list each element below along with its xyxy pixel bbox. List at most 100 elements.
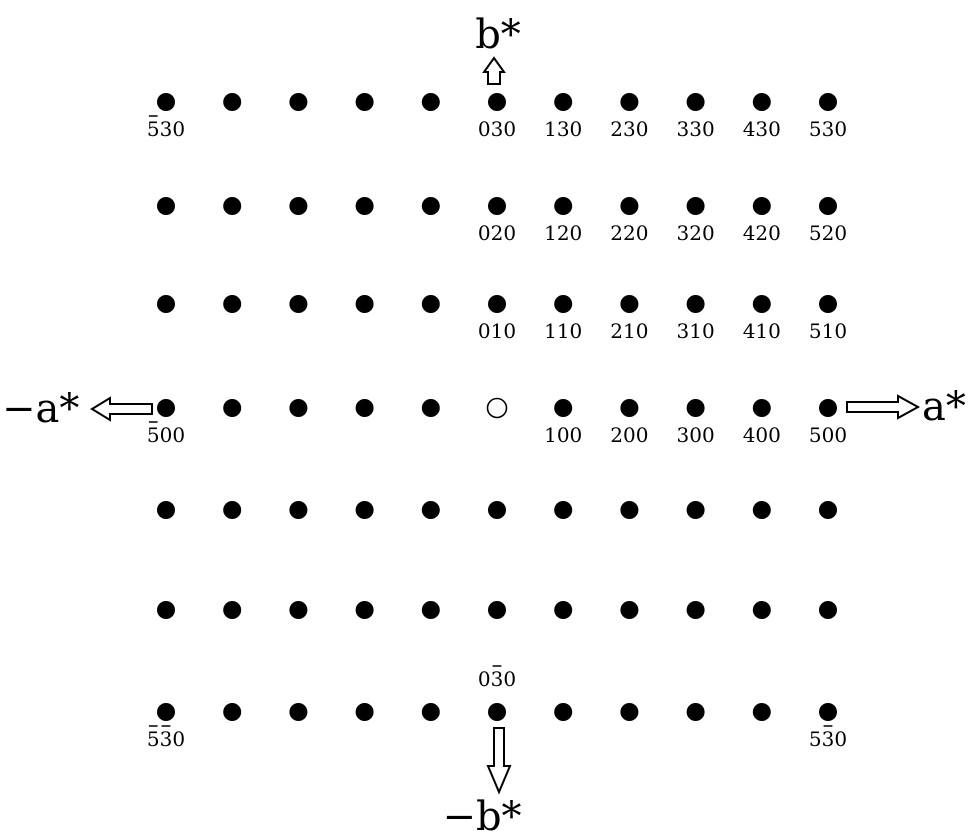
lattice-spot <box>620 601 639 619</box>
spot-labels: 530 030 130 230 330 430 530 020 120 220 320 420 520 0… <box>147 115 847 751</box>
spot-label: 530 <box>147 117 185 141</box>
lattice-spot <box>157 501 175 519</box>
spot-label: 030 <box>478 667 516 691</box>
lattice-spot <box>819 601 837 619</box>
lattice-spot <box>620 399 639 417</box>
lattice-spot <box>223 703 242 721</box>
lattice-spot <box>289 601 308 619</box>
spot-label: 210 <box>610 319 648 343</box>
lattice-spot <box>620 93 639 111</box>
lattice-spot <box>620 703 639 721</box>
lattice-spot <box>355 399 374 417</box>
lattice-spot <box>289 703 308 721</box>
spot-label: 330 <box>677 117 715 141</box>
lattice-spot <box>421 703 440 721</box>
lattice-spot <box>752 601 771 619</box>
lattice-spot <box>488 501 506 519</box>
lattice-spot <box>819 93 837 111</box>
lattice-spot <box>686 501 705 519</box>
lattice-spot <box>223 197 242 215</box>
neg-b-star-arrow: −b* <box>442 727 522 840</box>
lattice-spot <box>752 93 771 111</box>
lattice-spot <box>488 93 506 111</box>
lattice-spot <box>289 399 308 417</box>
lattice-spot <box>554 501 573 519</box>
spot-label: 200 <box>610 423 648 447</box>
spot-label: 020 <box>478 221 516 245</box>
lattice-spot <box>355 295 374 313</box>
spot-label: 430 <box>743 117 781 141</box>
spot-label: 410 <box>743 319 781 343</box>
lattice-spot <box>554 197 573 215</box>
lattice-spot <box>554 295 573 313</box>
lattice-spot <box>686 399 705 417</box>
b-star-label: b* <box>475 12 521 58</box>
spot-label: 530 <box>809 727 847 751</box>
lattice-spot <box>686 295 705 313</box>
a-star-arrow: a* <box>846 384 966 430</box>
lattice-spot <box>355 93 374 111</box>
spot-label: 520 <box>809 221 847 245</box>
lattice-spot <box>488 295 506 313</box>
lattice-spot <box>752 501 771 519</box>
lattice-spot <box>686 197 705 215</box>
spot-label: 400 <box>743 423 781 447</box>
lattice-spot <box>157 399 175 417</box>
lattice-spot <box>554 399 573 417</box>
lattice-spot <box>223 601 242 619</box>
spot-label: 010 <box>478 319 516 343</box>
lattice-spot <box>289 501 308 519</box>
lattice-spot <box>819 399 837 417</box>
spot-label: 500 <box>147 423 185 447</box>
spot-label: 310 <box>677 319 715 343</box>
lattice-spot <box>421 501 440 519</box>
lattice-spot <box>157 601 175 619</box>
lattice-spot <box>819 197 837 215</box>
lattice-spot <box>223 295 242 313</box>
lattice-spot <box>421 197 440 215</box>
neg-a-star-label: −a* <box>2 386 79 432</box>
lattice-spot <box>355 601 374 619</box>
lattice-spot <box>819 703 837 721</box>
origin-spot <box>486 397 508 419</box>
spot-label: 530 <box>147 727 185 751</box>
spot-label: 230 <box>610 117 648 141</box>
lattice-spot <box>554 601 573 619</box>
spot-label: 100 <box>544 423 582 447</box>
lattice-spot <box>421 295 440 313</box>
lattice-spot <box>752 295 771 313</box>
lattice-spot <box>289 295 308 313</box>
lattice-spot <box>819 501 837 519</box>
lattice-spot <box>223 501 242 519</box>
b-star-arrow: b* <box>475 12 521 85</box>
lattice-spot <box>289 93 308 111</box>
spot-label: 320 <box>677 221 715 245</box>
lattice-spot <box>686 703 705 721</box>
lattice-spot <box>223 93 242 111</box>
lattice-spot <box>488 703 506 721</box>
spot-label: 510 <box>809 319 847 343</box>
lattice-spot <box>620 197 639 215</box>
lattice-spot <box>620 295 639 313</box>
lattice-spot <box>620 501 639 519</box>
a-star-label: a* <box>922 384 966 430</box>
spot-label: 220 <box>610 221 648 245</box>
lattice-spot <box>157 295 175 313</box>
lattice-spot <box>488 197 506 215</box>
lattice-spot <box>686 601 705 619</box>
lattice-spot <box>421 93 440 111</box>
spot-label: 110 <box>544 319 582 343</box>
lattice-spot <box>752 197 771 215</box>
lattice-spot <box>157 93 175 111</box>
spot-label: 530 <box>809 117 847 141</box>
lattice-spot <box>819 295 837 313</box>
spot-label: 130 <box>544 117 582 141</box>
lattice-spot <box>686 93 705 111</box>
lattice-spot <box>223 399 242 417</box>
lattice-spot <box>554 93 573 111</box>
lattice-spots <box>157 93 837 721</box>
lattice-spot <box>421 601 440 619</box>
lattice-spot <box>157 197 175 215</box>
spot-label: 420 <box>743 221 781 245</box>
